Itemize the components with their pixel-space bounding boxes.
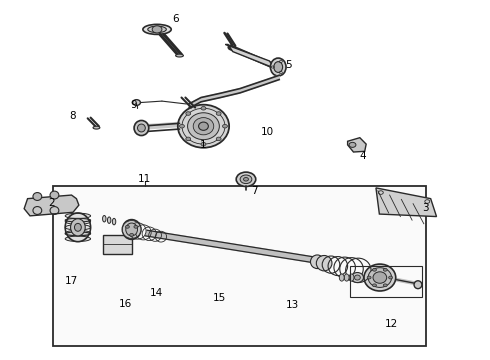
Text: 16: 16 — [119, 299, 132, 309]
Ellipse shape — [148, 26, 166, 33]
Ellipse shape — [175, 54, 183, 57]
Ellipse shape — [65, 213, 91, 219]
Circle shape — [240, 175, 252, 184]
Polygon shape — [376, 188, 437, 217]
Ellipse shape — [414, 281, 422, 289]
Ellipse shape — [71, 219, 85, 236]
Circle shape — [125, 225, 129, 228]
Text: 11: 11 — [138, 174, 151, 184]
Text: 14: 14 — [149, 288, 163, 298]
Circle shape — [372, 268, 376, 271]
Polygon shape — [347, 138, 366, 152]
Circle shape — [383, 284, 387, 287]
Ellipse shape — [65, 236, 91, 242]
Ellipse shape — [112, 219, 116, 225]
Ellipse shape — [122, 220, 141, 239]
Ellipse shape — [134, 121, 149, 135]
Circle shape — [186, 137, 191, 141]
Circle shape — [179, 125, 184, 128]
Bar — [350, 266, 422, 297]
Ellipse shape — [188, 113, 220, 140]
Ellipse shape — [339, 274, 344, 281]
Polygon shape — [24, 195, 79, 216]
Text: 8: 8 — [70, 111, 76, 121]
Polygon shape — [189, 75, 279, 108]
Ellipse shape — [122, 221, 141, 238]
Text: 9: 9 — [130, 100, 137, 110]
Text: 10: 10 — [260, 127, 273, 136]
Circle shape — [216, 112, 221, 115]
Polygon shape — [225, 44, 274, 68]
Circle shape — [186, 112, 191, 115]
Circle shape — [372, 284, 376, 287]
Circle shape — [216, 137, 221, 141]
Text: 7: 7 — [251, 186, 258, 197]
Ellipse shape — [65, 219, 91, 224]
Ellipse shape — [351, 273, 364, 283]
Ellipse shape — [311, 255, 324, 269]
Ellipse shape — [65, 219, 91, 222]
Text: 4: 4 — [359, 150, 366, 161]
Circle shape — [244, 177, 248, 181]
Circle shape — [383, 268, 387, 271]
Ellipse shape — [344, 274, 349, 281]
Ellipse shape — [107, 217, 111, 224]
Circle shape — [222, 125, 227, 128]
Ellipse shape — [354, 275, 360, 280]
Ellipse shape — [93, 126, 100, 129]
Ellipse shape — [102, 216, 106, 222]
Text: 2: 2 — [49, 198, 55, 208]
Ellipse shape — [65, 232, 91, 235]
Circle shape — [201, 107, 206, 110]
Ellipse shape — [126, 223, 138, 236]
Ellipse shape — [50, 191, 59, 199]
Ellipse shape — [178, 105, 229, 148]
Circle shape — [349, 142, 356, 147]
Ellipse shape — [317, 256, 332, 271]
Text: 1: 1 — [200, 140, 207, 150]
Circle shape — [201, 142, 206, 146]
Bar — [53, 186, 426, 346]
Ellipse shape — [143, 24, 171, 35]
Circle shape — [152, 26, 162, 33]
Ellipse shape — [373, 272, 387, 283]
Text: 12: 12 — [385, 319, 398, 329]
Bar — [103, 235, 132, 253]
Ellipse shape — [33, 193, 42, 201]
Ellipse shape — [198, 122, 208, 130]
Ellipse shape — [193, 118, 214, 135]
Text: 6: 6 — [172, 14, 179, 24]
Polygon shape — [146, 230, 313, 262]
Circle shape — [133, 100, 141, 105]
Text: 3: 3 — [422, 203, 429, 213]
Ellipse shape — [138, 124, 146, 132]
Ellipse shape — [364, 264, 396, 291]
Ellipse shape — [368, 268, 392, 287]
Ellipse shape — [65, 225, 91, 230]
Circle shape — [367, 276, 371, 279]
Text: 15: 15 — [213, 293, 226, 303]
Circle shape — [236, 172, 256, 186]
Text: 13: 13 — [286, 300, 299, 310]
Ellipse shape — [74, 224, 81, 231]
Ellipse shape — [270, 58, 286, 76]
Ellipse shape — [274, 62, 283, 72]
Circle shape — [130, 233, 134, 236]
Text: 5: 5 — [286, 60, 293, 70]
Text: 17: 17 — [65, 276, 78, 286]
Ellipse shape — [349, 274, 354, 281]
Circle shape — [389, 276, 392, 279]
Polygon shape — [160, 35, 181, 54]
Ellipse shape — [65, 230, 91, 236]
Circle shape — [134, 225, 138, 228]
